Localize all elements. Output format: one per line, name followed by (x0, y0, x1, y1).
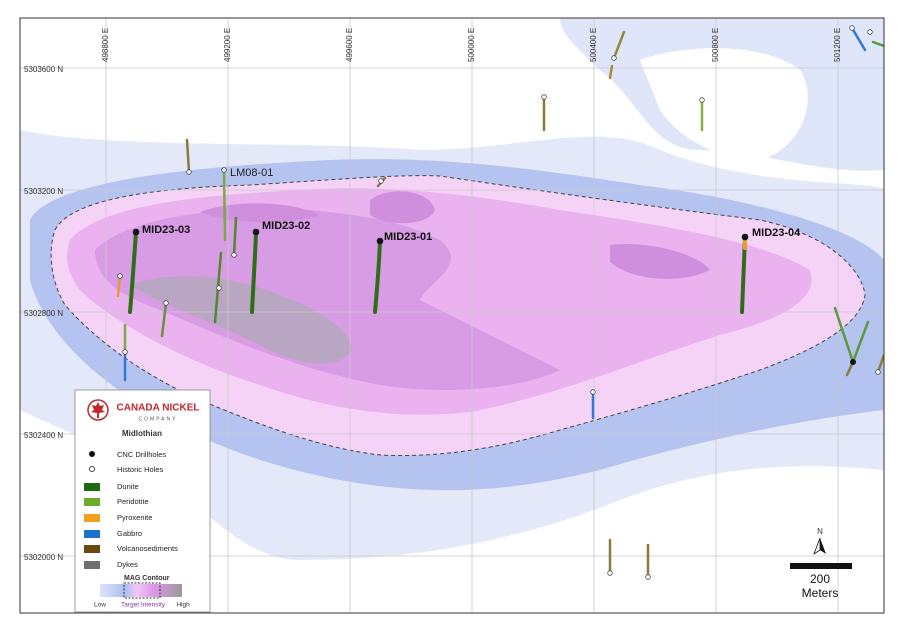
easting-label: 499200 E (223, 28, 232, 62)
legend-symbol (89, 466, 95, 472)
mag-label: High (176, 602, 190, 609)
northing-label: 5302400 N (24, 431, 63, 440)
legend-swatch (84, 483, 100, 491)
easting-label: 501200 E (833, 28, 842, 62)
hole-label: MID23-04 (752, 227, 801, 239)
hole-label: MID23-02 (262, 220, 310, 232)
contour-gap (640, 48, 808, 160)
map-body: MID23-03 MID23-02 MID23-01 MID23-04 LM08… (20, 18, 884, 613)
easting-label: 499600 E (345, 28, 354, 62)
legend-swatch (84, 561, 100, 569)
mag-label: Target Intensity (121, 602, 166, 609)
northing-label: 5303200 N (24, 187, 63, 196)
hole-label: MID23-03 (142, 224, 190, 236)
legend-label: Historic Holes (117, 465, 164, 474)
legend-swatch (84, 530, 100, 538)
legend-label: Pyroxenite (117, 513, 152, 522)
easting-labels: 498800 E 499200 E 499600 E 500000 E 5004… (101, 28, 842, 62)
scale-bar-rect (790, 563, 852, 569)
northing-labels: 5303600 N 5303200 N 5302800 N 5302400 N … (24, 65, 63, 562)
cnc-holes (128, 230, 747, 314)
scale-unit: Meters (802, 586, 839, 600)
legend: CANADA NICKEL COMPANY Midlothian CNC Dri… (74, 389, 211, 613)
map-frame (19, 17, 885, 614)
northing-label: 5302800 N (24, 309, 63, 318)
easting-label: 500800 E (711, 28, 720, 62)
legend-swatch (84, 514, 100, 522)
legend-label: Volcanosediments (117, 544, 178, 553)
contour-high (95, 208, 560, 390)
historic-holes (116, 26, 884, 579)
mag-label: Low (94, 602, 106, 609)
cnc-collars (132, 228, 856, 365)
mag-target-box (123, 582, 161, 599)
easting-label: 500400 E (589, 28, 598, 62)
easting-label: 498800 E (101, 28, 110, 62)
scale-bar: 200 Meters (790, 563, 852, 600)
legend-symbol (89, 451, 95, 457)
project-name: Midlothian (122, 429, 162, 438)
north-label: N (817, 527, 823, 536)
legend-label: Gabbro (117, 529, 142, 538)
mag-ramp (100, 584, 182, 597)
historic-collars (117, 25, 881, 580)
scale-distance: 200 (810, 572, 830, 586)
mag-title: MAG Contour (124, 575, 170, 582)
hole-label: LM08-01 (230, 167, 273, 179)
legend-swatch (84, 498, 100, 506)
north-arrow: N (813, 527, 826, 556)
northing-label: 5302000 N (24, 553, 63, 562)
contour-core (130, 276, 352, 364)
company-name: CANADA NICKEL (117, 403, 200, 414)
hole-label: MID23-01 (384, 231, 432, 243)
legend-label: Dunite (117, 482, 139, 491)
logo-leaf (91, 402, 105, 418)
northing-label: 5303600 N (24, 65, 63, 74)
legend-label: Dykes (117, 560, 138, 569)
easting-label: 500000 E (467, 28, 476, 62)
legend-label: CNC Drillholes (117, 450, 166, 459)
legend-swatch (84, 545, 100, 553)
contour-high (200, 191, 710, 279)
company-sub: COMPANY (139, 416, 178, 422)
legend-label: Peridotite (117, 497, 149, 506)
